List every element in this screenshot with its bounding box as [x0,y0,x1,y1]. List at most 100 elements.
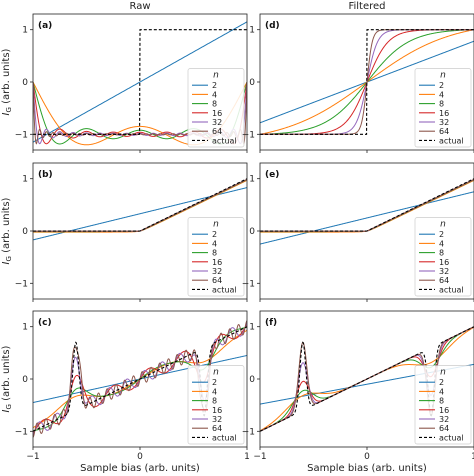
legend-entry-d-4: 4 [439,90,444,99]
y-axis-label-a: IG (arb. units) [1,48,13,115]
series-line-a-actual [33,29,247,135]
legend-title-d: n [440,71,446,81]
legend-entry-d-actual: actual [439,136,464,145]
legend-entry-e-64: 64 [439,276,449,285]
legend-entry-d-32: 32 [439,118,449,127]
legend-entry-f-16: 16 [439,406,449,415]
y-tick-label-e-0: −1 [242,279,255,289]
legend-title-b: n [213,220,219,230]
x-axis-label-left: Sample bias (arb. units) [80,463,200,474]
legend-entry-f-2: 2 [439,378,444,387]
column-title-raw: Raw [129,1,150,12]
y-tick-label-a-2: 1 [22,26,28,36]
legend-entry-a-2: 2 [212,81,217,90]
legend-entry-c-2: 2 [212,378,217,387]
panel-label-b: (b) [38,170,53,180]
legend-entry-e-16: 16 [439,258,449,267]
y-tick-label-e-2: 1 [249,175,255,185]
y-tick-label-b-0: −1 [15,279,28,289]
plot-area-d [260,29,474,135]
legend-entry-a-32: 32 [212,118,222,127]
panel-label-c: (c) [38,318,52,328]
y-tick-label-b-2: 1 [22,175,28,185]
plot-area-a [33,21,247,146]
x-tick-label-c-1: 0 [137,452,143,462]
legend-entry-a-64: 64 [212,127,222,136]
y-axis-label-b: IG (arb. units) [1,197,13,264]
y-tick-label-c-2: 1 [22,323,28,333]
series-line-b-actual [33,178,247,232]
legend-entry-a-8: 8 [212,100,217,109]
plot-area-f [260,326,474,432]
y-tick-label-f-1: 0 [249,375,255,385]
panel-label-f: (f) [265,318,277,328]
x-tick-label-c-2: 1 [244,452,250,462]
legend-entry-b-32: 32 [212,267,222,276]
x-tick-label-f-0: −1 [253,452,266,462]
series-line-a-2 [33,21,247,143]
legend-entry-e-2: 2 [439,230,444,239]
y-tick-label-f-2: 1 [249,323,255,333]
column-title-filtered: Filtered [348,1,385,12]
legend-entry-b-16: 16 [212,258,222,267]
legend-entry-b-actual: actual [212,285,237,294]
legend-entry-f-64: 64 [439,424,449,433]
plot-area-c [33,320,247,438]
legend-title-e: n [440,220,446,230]
legend-entry-b-2: 2 [212,230,217,239]
legend-entry-e-actual: actual [439,285,464,294]
x-tick-label-c-0: −1 [26,452,39,462]
legend-entry-e-32: 32 [439,267,449,276]
y-tick-label-d-1: 0 [249,78,255,88]
legend-entry-a-actual: actual [212,136,237,145]
series-line-d-actual [260,29,474,135]
legend-title-f: n [440,368,446,378]
legend-entry-f-4: 4 [439,387,444,396]
legend-entry-e-8: 8 [439,249,444,258]
legend-entry-f-actual: actual [439,433,464,442]
panel-label-a: (a) [38,21,52,31]
legend-entry-a-4: 4 [212,90,217,99]
panel-label-e: (e) [265,170,279,180]
y-tick-label-f-0: −1 [242,427,255,437]
y-tick-label-a-1: 0 [22,78,28,88]
legend-entry-b-64: 64 [212,276,222,285]
series-line-f-actual [260,326,474,432]
plot-area-b [33,178,247,241]
x-tick-label-f-1: 0 [364,452,370,462]
y-tick-label-b-1: 0 [22,227,28,237]
x-tick-label-f-2: 1 [471,452,474,462]
legend-entry-e-4: 4 [439,239,444,248]
legend-entry-d-16: 16 [439,109,449,118]
y-tick-label-d-0: −1 [242,130,255,140]
legend-entry-d-2: 2 [439,81,444,90]
x-axis-label-right: Sample bias (arb. units) [307,463,427,474]
y-tick-label-e-1: 0 [249,227,255,237]
legend-entry-b-4: 4 [212,239,217,248]
legend-entry-c-64: 64 [212,424,222,433]
legend-entry-d-8: 8 [439,100,444,109]
series-line-c-actual [33,326,247,432]
panels: −101 (a)IG (arb. units) n248163264actual−1… [1,13,474,462]
legend-entry-c-actual: actual [212,433,237,442]
legend-title-a: n [213,71,219,81]
legend-entry-a-16: 16 [212,109,222,118]
legend-entry-c-4: 4 [212,387,217,396]
y-tick-label-a-0: −1 [15,130,28,140]
legend-entry-c-16: 16 [212,406,222,415]
legend-entry-f-32: 32 [439,415,449,424]
series-line-e-2 [260,191,474,245]
y-tick-label-c-0: −1 [15,427,28,437]
y-tick-label-c-1: 0 [22,375,28,385]
